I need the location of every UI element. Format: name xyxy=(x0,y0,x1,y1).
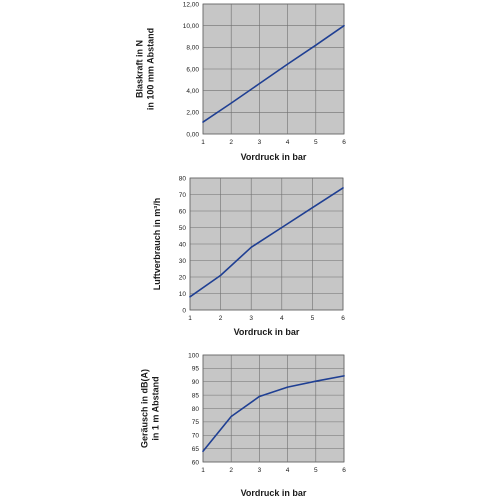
y-tick-label: 75 xyxy=(192,419,200,426)
x-tick-label: 5 xyxy=(311,315,315,322)
x-tick-label: 6 xyxy=(342,467,346,474)
x-axis-title: Vordruck in bar xyxy=(241,488,307,498)
x-tick-label: 4 xyxy=(286,467,290,474)
x-tick-label: 6 xyxy=(341,315,345,322)
y-tick-label: 70 xyxy=(192,433,200,440)
x-tick-label: 2 xyxy=(229,467,233,474)
y-tick-label: 0 xyxy=(182,307,186,314)
x-axis-title: Vordruck in bar xyxy=(234,327,300,337)
series-line xyxy=(202,375,345,453)
y-axis-title: in 100 mm Abstand xyxy=(146,28,156,110)
x-tick-label: 2 xyxy=(229,139,233,146)
y-tick-label: 8,00 xyxy=(186,45,199,52)
x-tick-label: 4 xyxy=(280,315,284,322)
y-tick-label: 65 xyxy=(192,446,200,453)
y-tick-label: 10,00 xyxy=(183,23,200,30)
y-tick-label: 10 xyxy=(179,291,187,298)
x-tick-label: 3 xyxy=(258,467,262,474)
y-tick-label: 2,00 xyxy=(186,110,199,117)
y-axis-title: Geräusch in dB(A) xyxy=(140,369,150,448)
y-tick-label: 100 xyxy=(188,352,199,359)
y-tick-label: 6,00 xyxy=(186,66,199,73)
x-tick-label: 2 xyxy=(219,315,223,322)
chart-3: 1 2 3 4 5 6 60 65 70 75 80 85 90 95 100 Vordruck in bar… xyxy=(140,352,347,498)
chart-1: 1 2 3 4 5 6 0,00 2,00 4,00 6,00 8,00 10,00 12,00 Vord… xyxy=(135,1,347,162)
y-tick-label: 0,00 xyxy=(186,131,199,138)
y-tick-label: 4,00 xyxy=(186,88,199,95)
x-tick-label: 5 xyxy=(314,139,318,146)
x-tick-label: 1 xyxy=(201,139,205,146)
series-line xyxy=(189,187,344,298)
y-tick-label: 12,00 xyxy=(183,1,200,8)
y-axis-title: Luftverbrauch in m³/h xyxy=(152,198,162,291)
x-axis-title: Vordruck in bar xyxy=(241,152,307,162)
y-tick-label: 40 xyxy=(179,241,187,248)
y-tick-label: 60 xyxy=(179,208,187,215)
y-tick-label: 90 xyxy=(192,379,200,386)
x-tick-label: 3 xyxy=(258,139,262,146)
x-tick-label: 1 xyxy=(201,467,205,474)
y-tick-label: 20 xyxy=(179,274,187,281)
x-tick-label: 6 xyxy=(342,139,346,146)
y-tick-label: 70 xyxy=(179,192,187,199)
y-tick-label: 30 xyxy=(179,258,187,265)
y-tick-label: 50 xyxy=(179,225,187,232)
y-tick-label: 85 xyxy=(192,392,200,399)
x-tick-label: 1 xyxy=(188,315,192,322)
series-line xyxy=(202,24,345,123)
y-tick-label: 60 xyxy=(192,459,200,466)
y-tick-label: 80 xyxy=(192,406,200,413)
x-tick-label: 4 xyxy=(286,139,290,146)
x-tick-label: 5 xyxy=(314,467,318,474)
y-tick-label: 95 xyxy=(192,366,200,373)
y-axis-title: in 1 m Abstand xyxy=(151,376,161,440)
x-tick-label: 3 xyxy=(249,315,253,322)
y-axis-title: Blaskraft in N xyxy=(135,40,145,98)
y-tick-label: 80 xyxy=(179,175,187,182)
